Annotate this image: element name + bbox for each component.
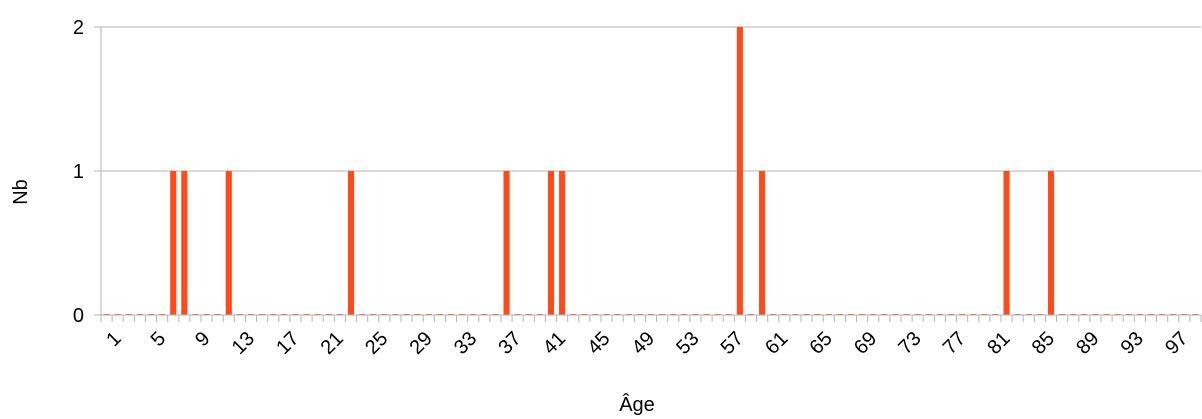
x-tick-label: 41 <box>539 328 570 359</box>
y-tick-labels: 0 1 2 <box>73 17 84 327</box>
x-tick-label: 5 <box>147 328 170 351</box>
x-tick-label: 9 <box>191 328 214 351</box>
axes <box>100 27 1202 322</box>
bar <box>503 171 510 315</box>
x-tick-label: 97 <box>1161 328 1192 359</box>
x-tick-labels: 1 5 9 13 17 21 25 29 33 37 41 45 49 53 57 61 65 69 73 77 81 8… <box>102 328 1192 359</box>
bar <box>547 171 555 315</box>
x-tick-label: 21 <box>317 328 348 359</box>
bar <box>1003 171 1010 315</box>
y-tick-label: 2 <box>73 17 84 39</box>
x-tick-label: 29 <box>406 328 437 359</box>
y-tick-label: 1 <box>73 161 84 183</box>
bar <box>347 171 355 315</box>
bar <box>759 171 766 315</box>
bar <box>559 171 566 315</box>
x-tick-label: 81 <box>983 328 1014 359</box>
bar <box>1047 171 1055 315</box>
x-tick-label: 85 <box>1028 328 1059 359</box>
x-tick-label: 57 <box>717 328 748 359</box>
bar <box>170 171 177 315</box>
x-tick-label: 45 <box>583 328 614 359</box>
x-tick-label: 53 <box>672 328 703 359</box>
x-tick-label: 89 <box>1072 328 1103 359</box>
x-axis-title: Âge <box>619 393 655 416</box>
x-tick-label: 73 <box>894 328 925 359</box>
x-tick-label: 25 <box>361 328 392 359</box>
x-tick-label: 37 <box>494 328 525 359</box>
bar <box>181 171 188 315</box>
x-tick-label: 1 <box>102 328 125 351</box>
x-tick-label: 49 <box>628 328 659 359</box>
bar <box>736 27 743 315</box>
y-tick-label: 0 <box>73 305 84 327</box>
x-tick-label: 69 <box>850 328 881 359</box>
y-axis-title: Nb <box>10 179 32 205</box>
x-tick-label: 33 <box>450 328 481 359</box>
bar <box>225 171 232 315</box>
x-tick-label: 13 <box>228 328 259 359</box>
x-tick-label: 61 <box>761 328 792 359</box>
x-tick-label: 93 <box>1117 328 1148 359</box>
gridlines <box>94 26 1201 316</box>
x-tick-label: 65 <box>806 328 837 359</box>
x-tick-label: 77 <box>939 328 970 359</box>
x-tick-label: 17 <box>272 328 303 359</box>
